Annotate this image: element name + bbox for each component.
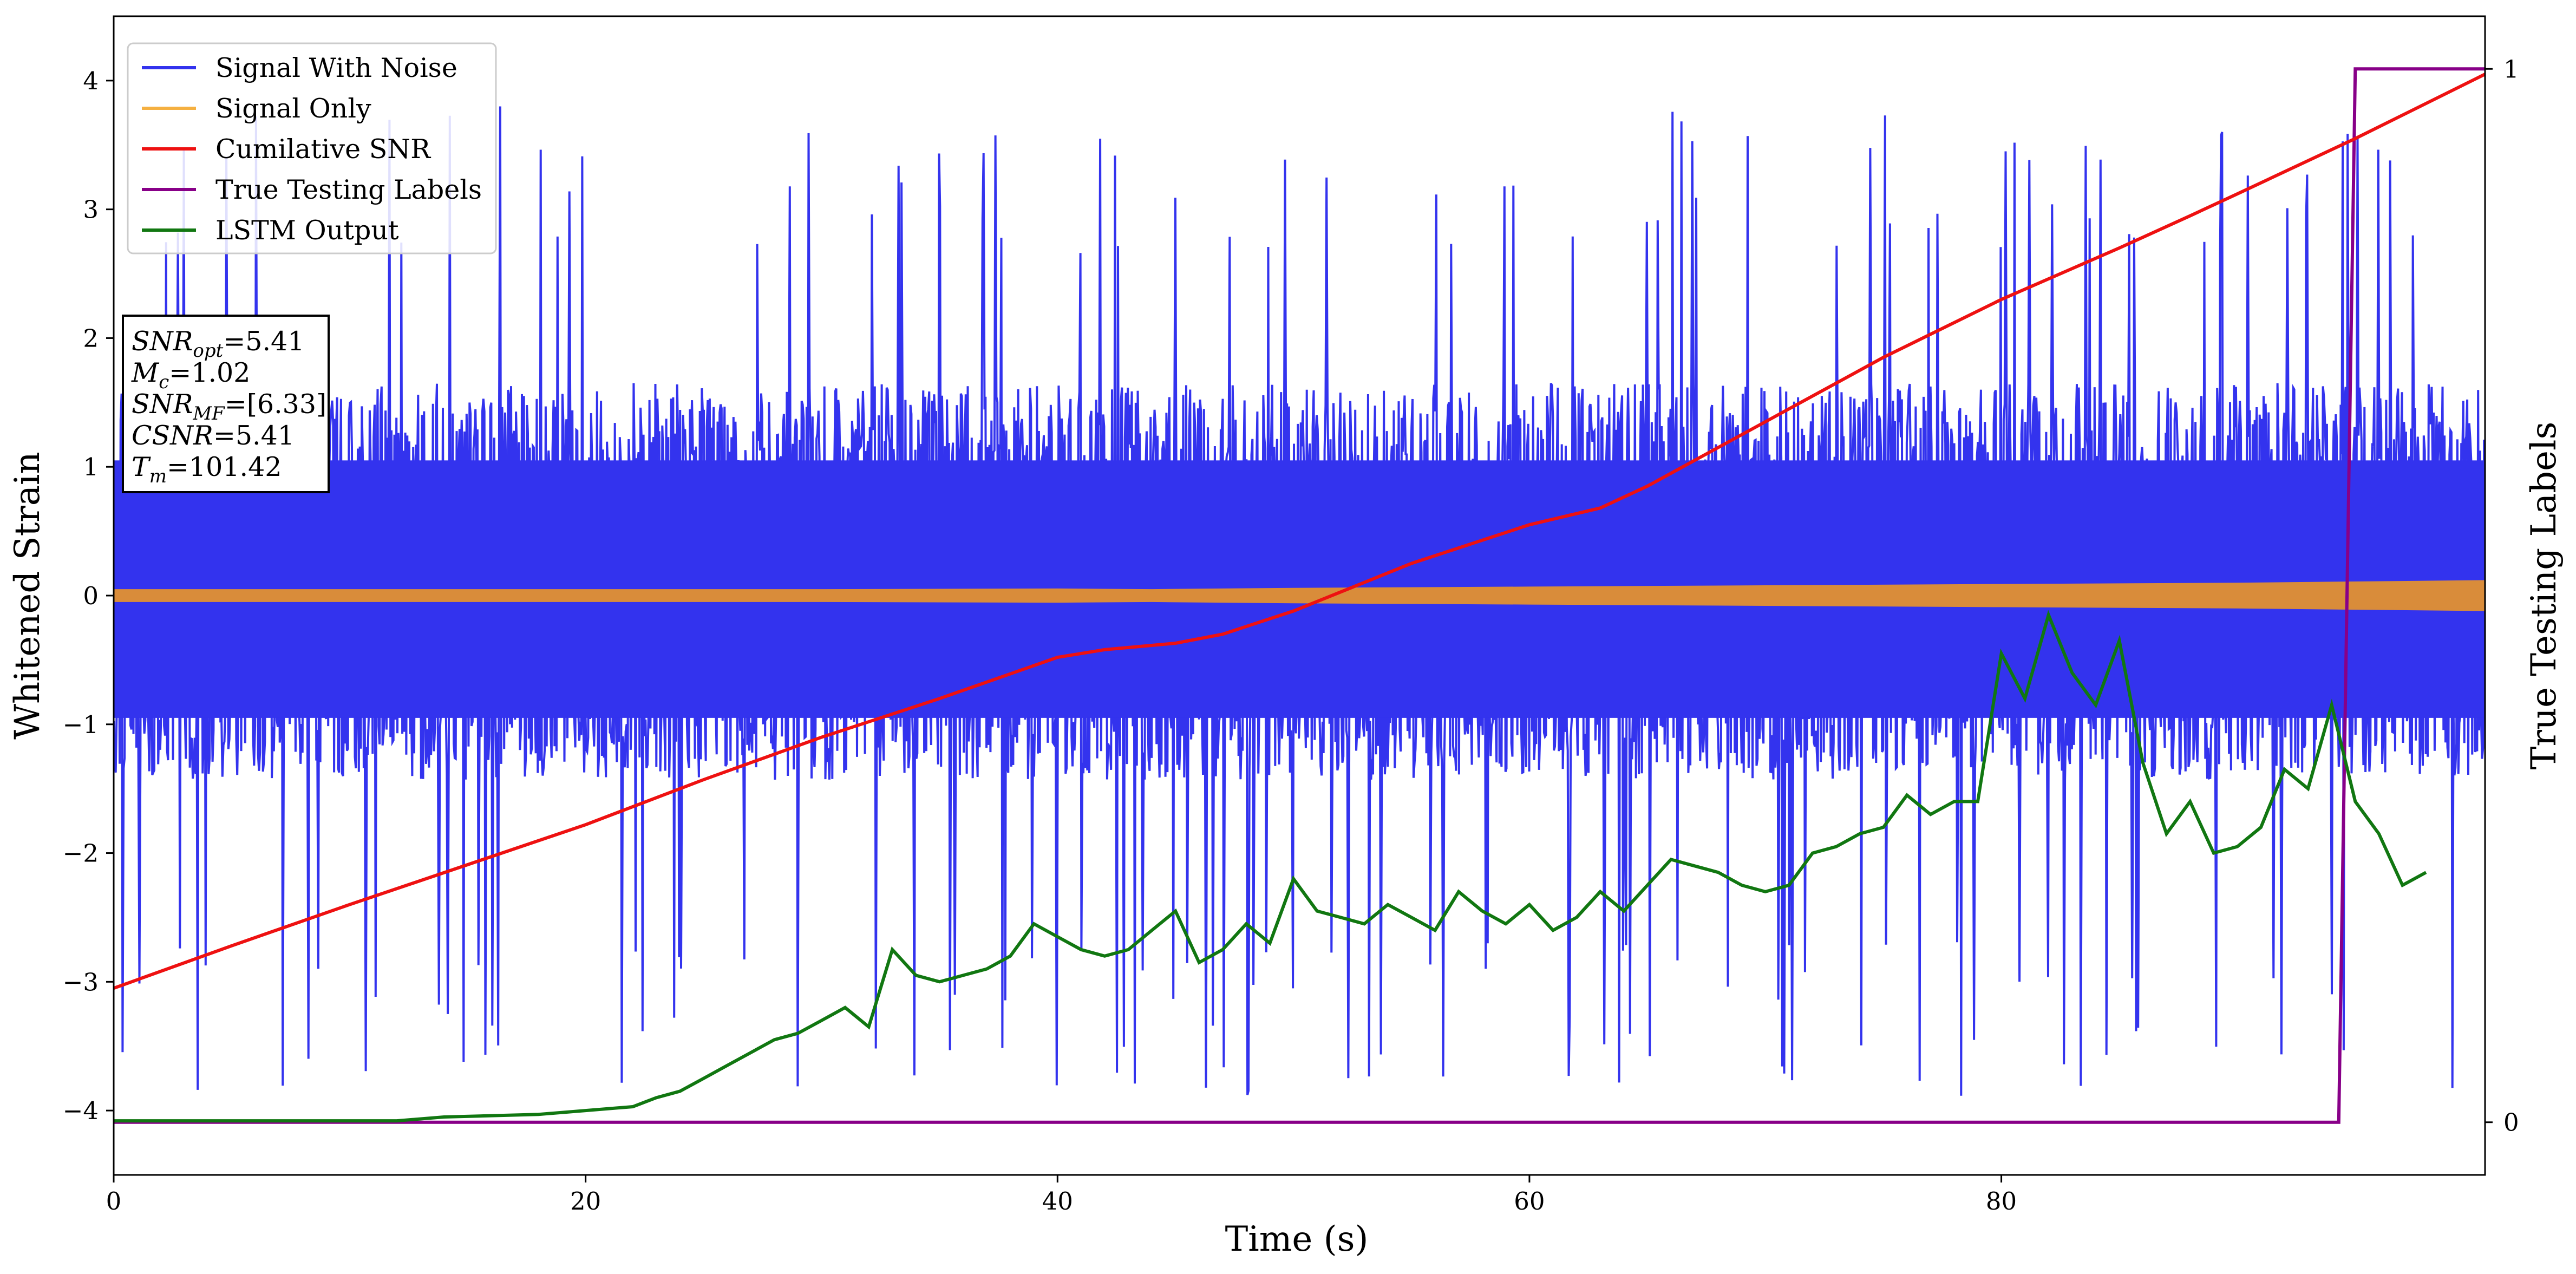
true-testing-labels-series	[114, 67, 2485, 1124]
x-tick-label: 60	[1514, 1187, 1545, 1216]
cumulative-snr-line	[114, 73, 2485, 990]
y-axis-label: Whitened Strain	[8, 452, 48, 739]
x-axis-label: Time (s)	[1225, 1219, 1369, 1259]
cumulative-snr-series	[114, 73, 2485, 990]
x-tick-label: 0	[106, 1187, 122, 1216]
annotation-line: Mc=1.02	[131, 357, 250, 393]
legend-label: Signal Only	[215, 93, 371, 124]
lstm-output-series	[114, 610, 2427, 1123]
signal-only-series	[114, 580, 2485, 611]
legend-label: LSTM Output	[215, 215, 399, 246]
y-tick-label: 3	[83, 195, 99, 224]
y2-axis-label: True Testing Labels	[2524, 422, 2564, 770]
annotation-line: Tm=101.42	[132, 452, 282, 487]
y-tick-label: 1	[83, 453, 99, 481]
x-tick-label: 40	[1042, 1187, 1073, 1216]
annotation-line: CSNR=5.41	[132, 420, 295, 451]
signal-only-band	[114, 580, 2485, 611]
legend-label: Cumilative SNR	[215, 134, 431, 165]
y-tick-label: 4	[83, 67, 99, 95]
y-tick-label: −2	[63, 839, 99, 868]
signal-with-noise-line	[114, 106, 2485, 1096]
parameter-annotation-box: SNRopt=5.41Mc=1.02SNRMF=[6.33]CSNR=5.41T…	[122, 315, 330, 493]
annotation-box	[122, 315, 330, 493]
y2-tick-label: 0	[2503, 1108, 2519, 1137]
y-tick-label: −4	[63, 1096, 99, 1125]
y-axis-ticks: −4 −3 −2 −1 0 1 2 3 4	[63, 67, 114, 1125]
y-tick-label: −1	[63, 710, 99, 739]
annotation-line: SNRMF=[6.33]	[132, 389, 326, 424]
y2-axis-ticks: 01	[2485, 55, 2519, 1137]
true-testing-labels-line	[114, 67, 2485, 1124]
x-tick-label: 80	[1986, 1187, 2017, 1216]
legend-label: Signal With Noise	[215, 53, 457, 83]
annotation-line: SNRopt=5.41	[132, 326, 304, 362]
y-tick-label: 2	[83, 324, 99, 352]
legend-box	[127, 42, 497, 254]
legend: Signal With Noise Signal Only Cumilative S…	[127, 42, 497, 254]
y-tick-label: −3	[63, 968, 99, 996]
y2-tick-label: 1	[2503, 55, 2519, 83]
x-axis-ticks: 0 20 40 60 80	[106, 1175, 2017, 1216]
legend-label: True Testing Labels	[215, 174, 482, 205]
lstm-output-line	[114, 610, 2427, 1123]
x-tick-label: 20	[570, 1187, 601, 1216]
y-tick-label: 0	[83, 582, 99, 610]
